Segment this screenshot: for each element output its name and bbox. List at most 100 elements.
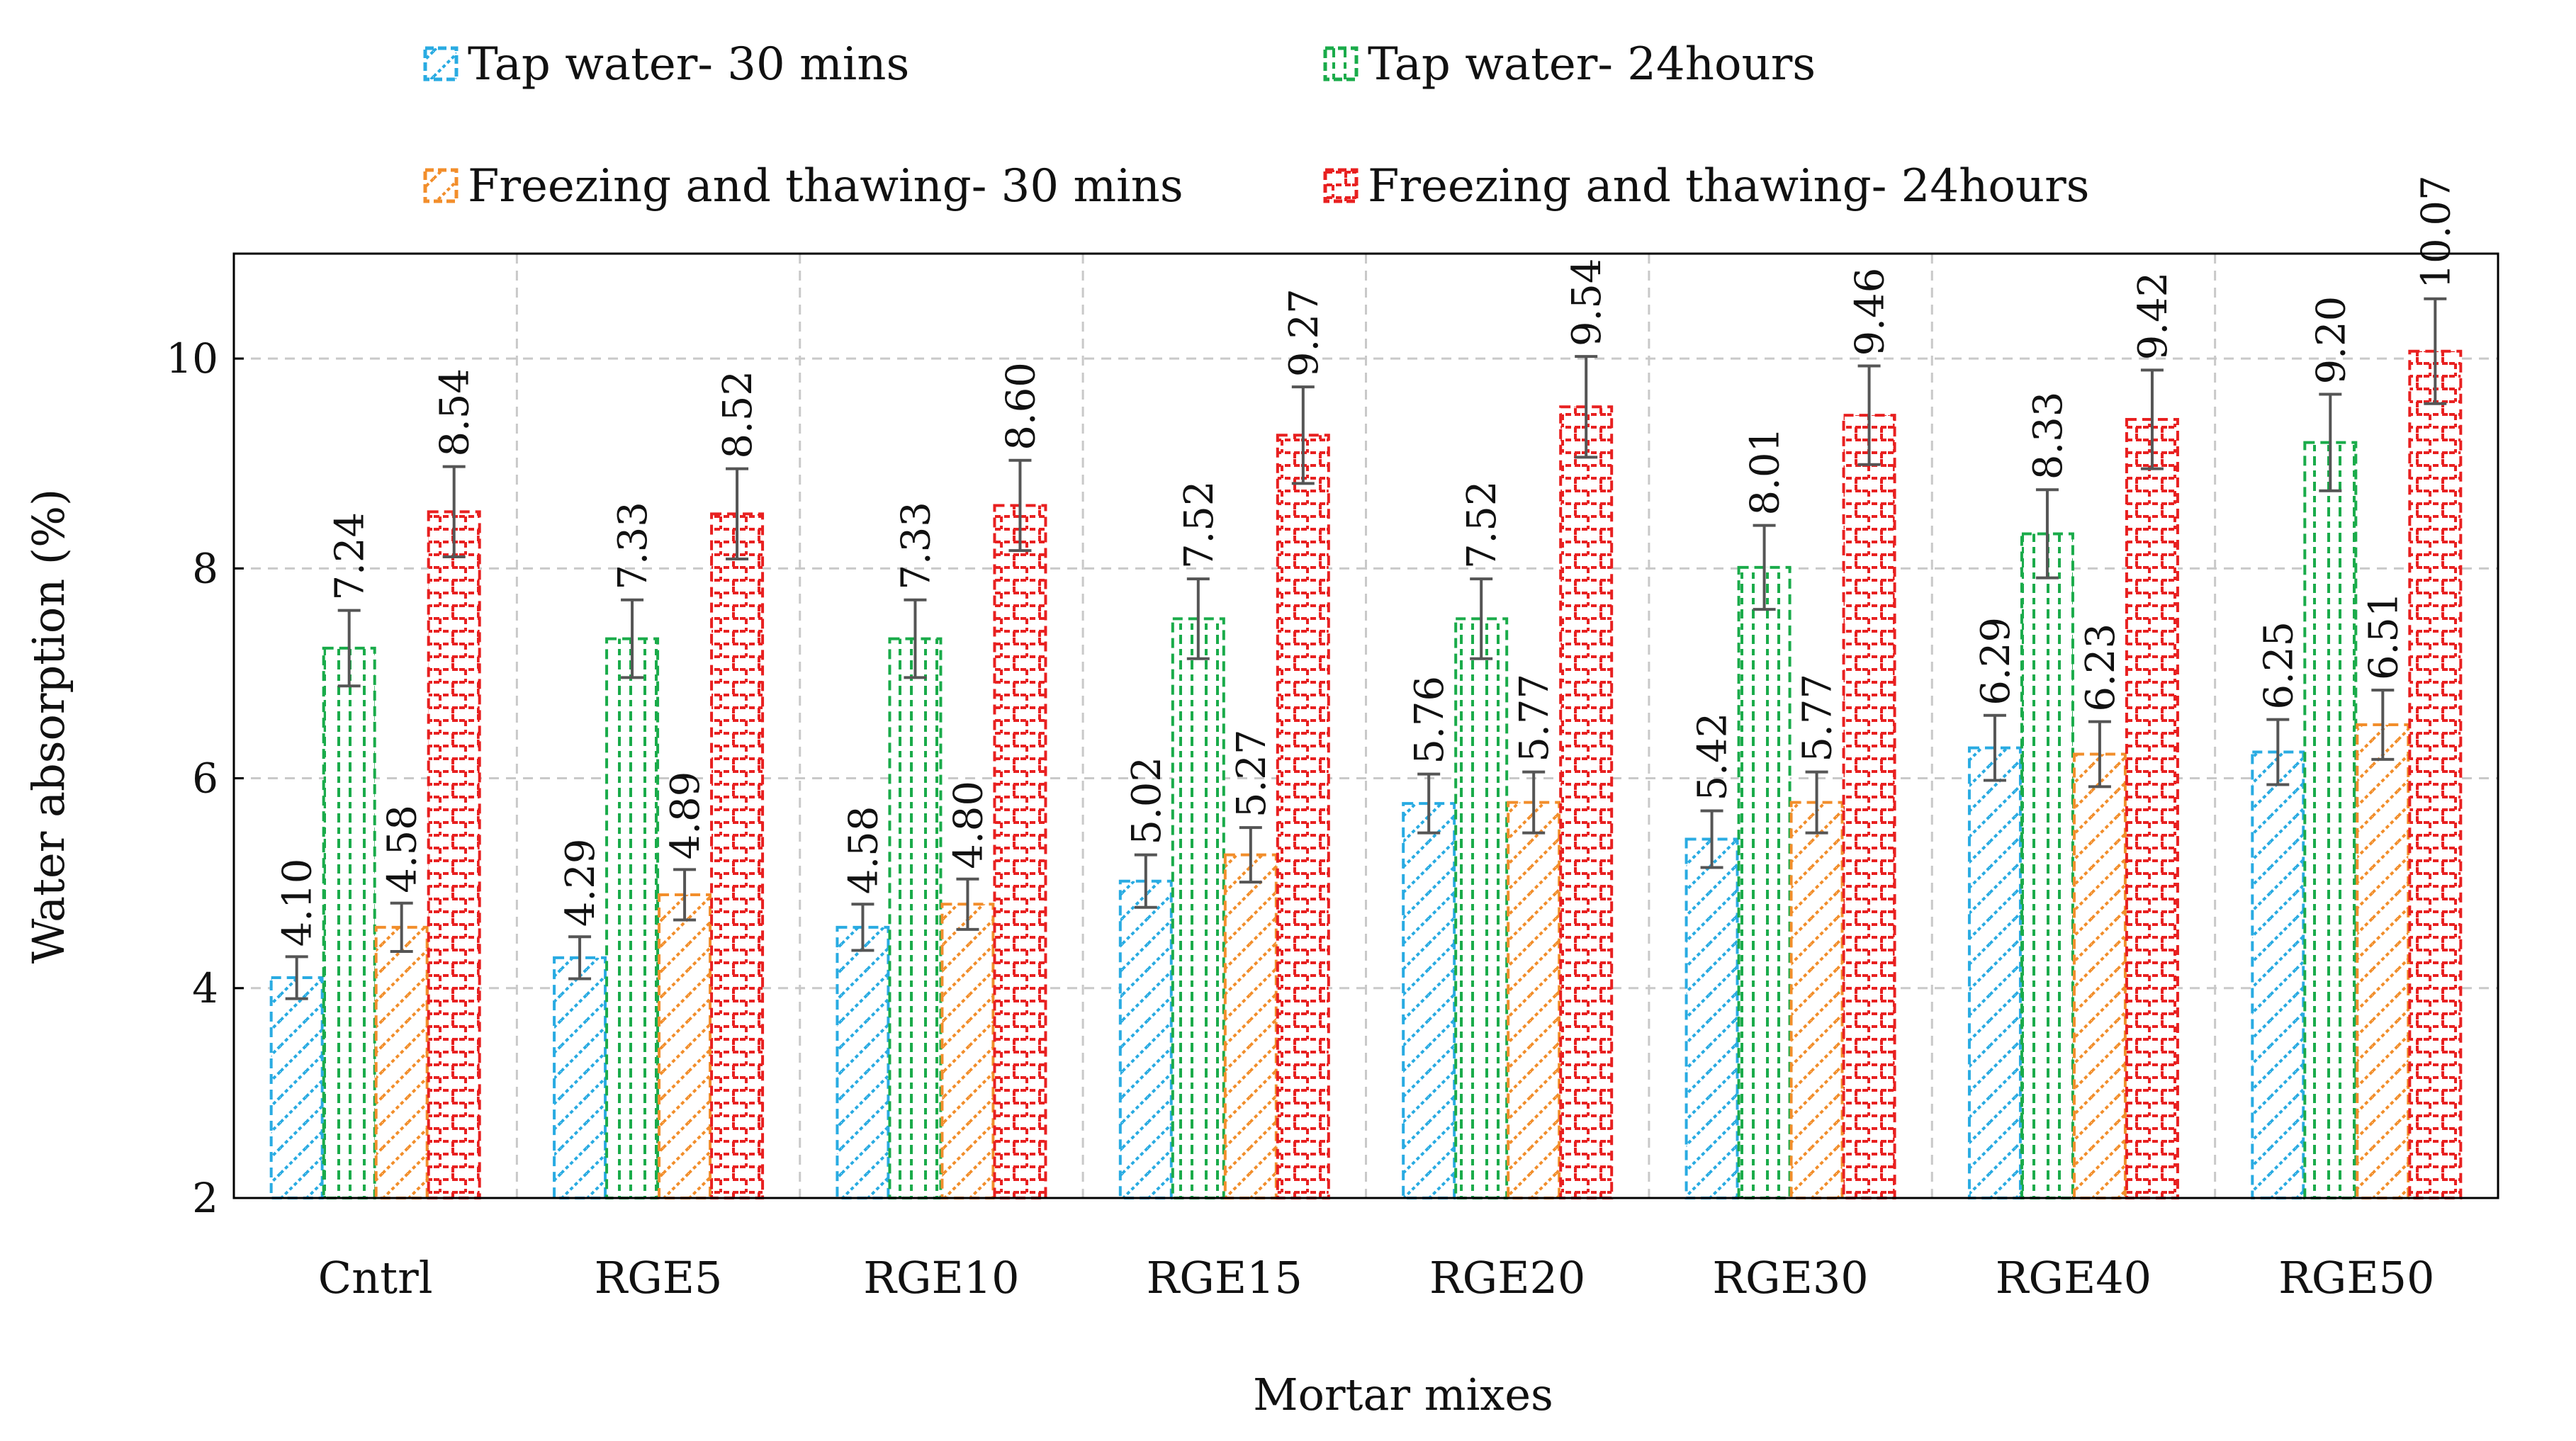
data-label-rge20-s2: 7.52: [1459, 480, 1505, 569]
data-label-rge10-s2: 7.33: [893, 502, 939, 590]
bar-rge50-s4: [2408, 349, 2463, 1200]
error-bars-group: [285, 297, 2447, 1000]
error-bar-rge50-s3: [2371, 689, 2395, 761]
error-bar-rge5-s3: [673, 868, 697, 922]
data-label-rge10-s1: 4.58: [840, 806, 887, 895]
error-bar-rge10-s3: [956, 877, 979, 931]
error-bar-rge40-s1: [1983, 713, 2006, 782]
data-label-rge30-s2: 8.01: [1743, 427, 1789, 516]
y-tick-label: 10: [166, 334, 218, 383]
bar-rge50-s2: [2303, 441, 2358, 1199]
bar-rge50-s1: [2251, 750, 2305, 1200]
error-bar-rge15-s2: [1186, 577, 1210, 660]
error-bar-rge30-s2: [1753, 524, 1776, 611]
x-tick-label-rge30: RGE30: [1712, 1252, 1868, 1304]
x-tick-label-rge5: RGE5: [595, 1252, 723, 1304]
bar-rge20-s4: [1559, 405, 1614, 1200]
data-label-rge30-s1: 5.42: [1690, 713, 1736, 801]
data-label-cntrl-s2: 7.24: [327, 512, 373, 601]
bar-cntrl-s4: [427, 510, 481, 1199]
data-label-rge20-s3: 5.77: [1512, 674, 1558, 762]
bar-rge15-s2: [1171, 617, 1225, 1199]
bar-rge15-s1: [1118, 879, 1173, 1200]
bar-rge30-s3: [1789, 801, 1844, 1199]
legend-label-2: Tap water- 24hours: [1368, 38, 1816, 91]
data-label-rge20-s1: 5.76: [1407, 676, 1453, 764]
error-bar-rge20-s3: [1522, 770, 1546, 835]
data-label-rge10-s4: 8.60: [998, 362, 1044, 451]
bar-rge10-s3: [940, 903, 995, 1200]
data-label-rge5-s4: 8.52: [715, 371, 761, 459]
error-bar-rge20-s2: [1470, 577, 1493, 660]
bars-group: [269, 349, 2463, 1200]
error-bar-rge40-s2: [2035, 488, 2059, 580]
data-label-cntrl-s4: 8.54: [432, 368, 478, 457]
data-label-rge50-s4: 10.07: [2413, 175, 2459, 288]
error-bar-cntrl-s3: [390, 901, 413, 953]
data-label-cntrl-s3: 4.58: [380, 805, 426, 893]
error-bar-rge40-s3: [2088, 720, 2111, 789]
error-bar-rge50-s2: [2319, 392, 2342, 492]
legend-label-4: Freezing and thawing- 24hours: [1368, 160, 2090, 213]
legend-item-2: Tap water- 24hours: [1323, 38, 1816, 91]
legend-item-3: Freezing and thawing- 30 mins: [423, 160, 1183, 213]
bar-rge50-s3: [2356, 723, 2410, 1199]
data-label-cntrl-s1: 4.10: [275, 859, 321, 947]
y-tick-label: 4: [192, 964, 218, 1012]
bar-rge5-s2: [605, 637, 660, 1199]
data-label-rge15-s3: 5.27: [1229, 729, 1275, 818]
y-axis-ticks: 2 4 6 8 10: [166, 334, 244, 1222]
bar-cntrl-s3: [374, 925, 429, 1199]
bar-rge10-s4: [993, 504, 1047, 1199]
data-label-rge40-s2: 8.33: [2025, 392, 2071, 480]
data-label-rge15-s1: 5.02: [1124, 757, 1170, 845]
bar-rge5-s3: [658, 893, 712, 1199]
error-bar-cntrl-s4: [442, 465, 466, 559]
bar-rge15-s4: [1276, 434, 1330, 1200]
data-label-rge20-s4: 9.54: [1564, 258, 1610, 346]
y-tick-label: 8: [192, 544, 218, 592]
bar-cntrl-s2: [322, 646, 376, 1199]
bar-rge20-s3: [1507, 801, 1561, 1199]
y-tick-label: 6: [192, 755, 218, 803]
data-label-rge50-s2: 9.20: [2308, 296, 2354, 385]
data-labels-group: 4.10 7.24 4.58 8.54 4.29 7.33 4.89 8.52 4.58 7.33…: [275, 175, 2460, 946]
data-label-rge50-s3: 6.51: [2361, 592, 2407, 680]
error-bar-cntrl-s2: [337, 609, 361, 688]
x-tick-label-rge10: RGE10: [863, 1252, 1019, 1304]
error-bar-rge15-s4: [1291, 385, 1315, 485]
error-bar-rge5-s2: [621, 598, 644, 679]
data-label-rge40-s4: 9.42: [2130, 272, 2176, 361]
bar-rge10-s2: [888, 637, 943, 1199]
y-tick-label: 2: [192, 1174, 218, 1222]
error-bar-rge30-s3: [1805, 770, 1828, 835]
data-label-rge5-s2: 7.33: [610, 502, 656, 590]
data-label-rge10-s3: 4.80: [945, 781, 991, 869]
bar-rge40-s2: [2020, 532, 2074, 1199]
legend-item-4: Freezing and thawing- 24hours: [1323, 160, 2090, 213]
bar-rge30-s2: [1737, 565, 1792, 1199]
data-label-rge50-s1: 6.25: [2256, 621, 2302, 710]
bar-rge40-s3: [2072, 752, 2127, 1199]
legend-item-1: Tap water- 30 mins: [423, 38, 909, 91]
data-label-rge40-s3: 6.23: [2078, 623, 2124, 712]
error-bar-rge50-s4: [2424, 297, 2447, 405]
bar-cntrl-s1: [269, 976, 324, 1199]
plot-frame: [232, 252, 2499, 1199]
x-tick-label-rge20: RGE20: [1429, 1252, 1585, 1304]
data-label-rge30-s4: 9.46: [1847, 268, 1894, 356]
bar-rge5-s1: [553, 956, 607, 1199]
x-axis-label: Mortar mixes: [1253, 1369, 1553, 1420]
data-label-rge15-s2: 7.52: [1176, 480, 1222, 569]
legend-swatch-4: [1323, 168, 1359, 203]
error-bar-rge15-s1: [1134, 853, 1157, 909]
bar-rge20-s1: [1402, 802, 1456, 1199]
y-axis-label: Water absorption (%): [23, 489, 74, 964]
bar-rge15-s3: [1223, 853, 1278, 1199]
x-tick-label-rge15: RGE15: [1147, 1252, 1303, 1304]
x-tick-label-rge40: RGE40: [1996, 1252, 2152, 1304]
error-bar-rge5-s1: [568, 935, 592, 981]
error-bar-rge30-s4: [1857, 364, 1881, 466]
error-bar-rge20-s4: [1575, 355, 1598, 459]
